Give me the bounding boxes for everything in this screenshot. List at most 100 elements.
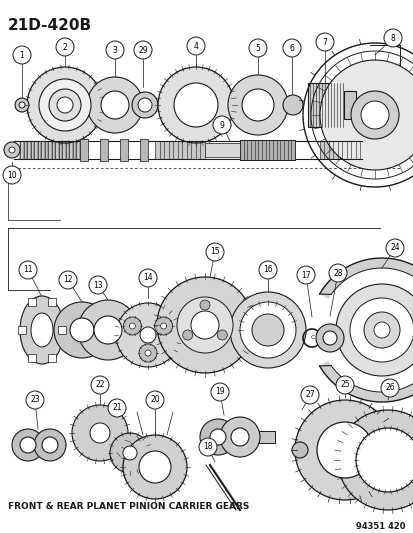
Circle shape bbox=[219, 417, 259, 457]
Circle shape bbox=[123, 435, 187, 499]
Text: 21: 21 bbox=[112, 403, 121, 413]
Circle shape bbox=[13, 46, 31, 64]
Circle shape bbox=[34, 429, 66, 461]
Text: 20: 20 bbox=[150, 395, 159, 405]
Circle shape bbox=[199, 438, 216, 456]
Bar bbox=[140, 139, 147, 161]
Circle shape bbox=[355, 428, 413, 492]
Bar bbox=[343, 91, 355, 119]
Circle shape bbox=[349, 298, 413, 362]
Text: 5: 5 bbox=[255, 44, 260, 52]
Bar bbox=[48, 354, 56, 362]
Bar bbox=[120, 139, 128, 161]
Text: FRONT & REAR PLANET PINION CARRIER GEARS: FRONT & REAR PLANET PINION CARRIER GEARS bbox=[8, 502, 249, 511]
Circle shape bbox=[94, 316, 122, 344]
Circle shape bbox=[350, 91, 398, 139]
Circle shape bbox=[230, 428, 248, 446]
Circle shape bbox=[123, 317, 141, 335]
Circle shape bbox=[173, 83, 218, 127]
Circle shape bbox=[56, 38, 74, 56]
Circle shape bbox=[110, 433, 150, 473]
Circle shape bbox=[158, 67, 233, 143]
Bar bbox=[28, 298, 36, 306]
Text: 16: 16 bbox=[263, 265, 272, 274]
Circle shape bbox=[363, 312, 399, 348]
Text: 27: 27 bbox=[304, 391, 314, 400]
Circle shape bbox=[91, 376, 109, 394]
Circle shape bbox=[335, 284, 413, 376]
Wedge shape bbox=[319, 258, 413, 402]
Circle shape bbox=[328, 264, 346, 282]
Circle shape bbox=[177, 297, 233, 353]
Text: 3: 3 bbox=[112, 45, 117, 54]
Circle shape bbox=[319, 60, 413, 170]
Circle shape bbox=[116, 303, 180, 367]
Circle shape bbox=[212, 116, 230, 134]
Text: 21D-420B: 21D-420B bbox=[8, 18, 92, 33]
Circle shape bbox=[248, 39, 266, 57]
Bar bbox=[154, 141, 204, 159]
Circle shape bbox=[146, 391, 164, 409]
Circle shape bbox=[211, 383, 228, 401]
Circle shape bbox=[154, 317, 172, 335]
Circle shape bbox=[72, 405, 128, 461]
Circle shape bbox=[160, 323, 166, 329]
Text: 23: 23 bbox=[30, 395, 40, 405]
Text: 25: 25 bbox=[339, 381, 349, 390]
Circle shape bbox=[230, 292, 305, 368]
Bar bbox=[20, 141, 80, 159]
Circle shape bbox=[54, 302, 110, 358]
Circle shape bbox=[385, 239, 403, 257]
Circle shape bbox=[132, 92, 158, 118]
Ellipse shape bbox=[31, 313, 53, 347]
Text: 14: 14 bbox=[143, 273, 152, 282]
Text: 17: 17 bbox=[301, 271, 310, 279]
Circle shape bbox=[70, 318, 94, 342]
Circle shape bbox=[228, 75, 287, 135]
Bar bbox=[18, 326, 26, 334]
Text: 1: 1 bbox=[19, 51, 24, 60]
Bar bbox=[204, 143, 254, 157]
Bar bbox=[58, 326, 66, 334]
Circle shape bbox=[139, 269, 157, 287]
Circle shape bbox=[140, 327, 156, 343]
Circle shape bbox=[209, 429, 225, 445]
Text: 2: 2 bbox=[62, 43, 67, 52]
Circle shape bbox=[335, 376, 353, 394]
Circle shape bbox=[12, 429, 44, 461]
Text: 28: 28 bbox=[332, 269, 342, 278]
Circle shape bbox=[27, 67, 103, 143]
Text: 11: 11 bbox=[23, 265, 33, 274]
Circle shape bbox=[129, 323, 135, 329]
Circle shape bbox=[259, 261, 276, 279]
Circle shape bbox=[19, 261, 37, 279]
Circle shape bbox=[39, 79, 91, 131]
Bar bbox=[100, 139, 108, 161]
Ellipse shape bbox=[20, 296, 64, 364]
Circle shape bbox=[291, 442, 307, 458]
Circle shape bbox=[182, 330, 192, 340]
Text: 15: 15 bbox=[210, 247, 219, 256]
Circle shape bbox=[199, 419, 235, 455]
Circle shape bbox=[87, 77, 142, 133]
Circle shape bbox=[9, 147, 15, 153]
Circle shape bbox=[139, 344, 157, 362]
Circle shape bbox=[89, 276, 107, 294]
Circle shape bbox=[123, 446, 137, 460]
Text: 13: 13 bbox=[93, 280, 102, 289]
Circle shape bbox=[49, 89, 81, 121]
Circle shape bbox=[294, 400, 394, 500]
Circle shape bbox=[106, 41, 124, 59]
Circle shape bbox=[282, 39, 300, 57]
Circle shape bbox=[26, 391, 44, 409]
Bar bbox=[48, 298, 56, 306]
Circle shape bbox=[3, 166, 21, 184]
Circle shape bbox=[19, 102, 25, 108]
Circle shape bbox=[42, 437, 58, 453]
Circle shape bbox=[4, 142, 20, 158]
Circle shape bbox=[101, 91, 129, 119]
Circle shape bbox=[316, 422, 372, 478]
Circle shape bbox=[59, 271, 77, 289]
Text: 8: 8 bbox=[390, 34, 394, 43]
Circle shape bbox=[380, 379, 398, 397]
